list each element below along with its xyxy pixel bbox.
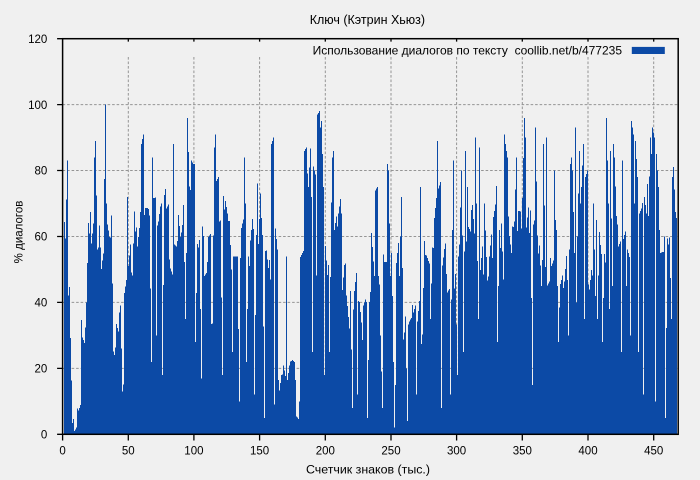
svg-text:80: 80 [35,166,48,178]
svg-text:120: 120 [28,34,47,46]
svg-text:40: 40 [35,298,48,310]
svg-text:0: 0 [41,430,47,442]
svg-text:Использование диалогов по текс: Использование диалогов по тексту coollib… [313,43,623,57]
svg-text:Счетчик знаков (тыс.): Счетчик знаков (тыс.) [306,463,430,477]
svg-text:Ключ (Кэтрин Хьюз): Ключ (Кэтрин Хьюз) [310,13,425,27]
svg-text:20: 20 [35,364,48,376]
svg-text:350: 350 [513,445,532,457]
svg-text:250: 250 [381,445,400,457]
svg-text:100: 100 [28,100,47,112]
svg-text:200: 200 [316,445,335,457]
svg-text:400: 400 [578,445,597,457]
svg-text:% диалогов: % диалогов [14,201,26,264]
svg-text:100: 100 [184,445,203,457]
svg-text:60: 60 [35,232,48,244]
svg-text:450: 450 [644,445,663,457]
svg-text:0: 0 [59,445,65,457]
svg-text:50: 50 [122,445,135,457]
svg-text:300: 300 [447,445,466,457]
svg-text:150: 150 [250,445,269,457]
